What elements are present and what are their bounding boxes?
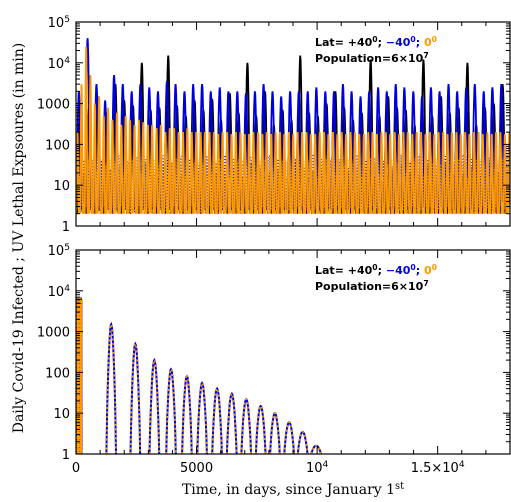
y-tick-label: 1 <box>62 448 70 463</box>
infected-peak-orange <box>310 444 322 454</box>
infected-peak-orange <box>181 375 193 454</box>
infected-peak-orange <box>129 341 141 454</box>
x-axis-title: Time, in days, since January 1st <box>182 481 404 499</box>
plot-frame <box>75 249 511 455</box>
infected-peak-orange <box>240 397 252 454</box>
infected-peak-blue <box>148 357 161 454</box>
x-tick-label: 0 <box>72 461 80 476</box>
infected-peak-orange <box>226 392 238 454</box>
infected-peak-orange <box>148 358 160 454</box>
infected-peak-orange <box>196 381 208 454</box>
y-tick-label: 105 <box>48 15 70 31</box>
infected-peak-orange <box>105 322 117 454</box>
infected-peak-orange <box>269 412 281 454</box>
infected-peak-blue <box>283 421 295 454</box>
x-tick-label: 1.5×104 <box>411 460 465 476</box>
axes-panel-2: 1 10 100 1000 104 105 0 5000 104 1.5×104 <box>37 243 510 476</box>
y-tick-label: 100 <box>45 366 70 381</box>
legend-population: Population=6×107 <box>315 279 429 294</box>
y-tick-label: 105 <box>48 243 70 259</box>
infected-peak-orange <box>211 387 223 454</box>
plot-area <box>76 297 322 454</box>
y-tick-label: 10 <box>53 407 70 422</box>
infected-peak-blue <box>269 411 281 454</box>
y-tick-label: 100 <box>45 138 70 153</box>
legend-lat: Lat= +400; −400; 00 <box>315 263 437 278</box>
axes-panel-1: 1 10 100 1000 104 105 <box>37 15 510 235</box>
infected-peak-orange <box>165 367 177 454</box>
plot-area <box>76 38 510 214</box>
legend-lat: Lat= +400; −400; 00 <box>315 35 437 50</box>
y-tick-label: 10 <box>53 179 70 194</box>
infected-peak-blue <box>310 444 322 454</box>
y-tick-label: 1 <box>62 220 70 235</box>
infected-peak-blue <box>196 381 208 454</box>
infected-peak-orange <box>255 404 267 454</box>
x-tick-label: 104 <box>306 460 329 476</box>
y-axis-title: Daily Covid-19 Infected ; UV Lethal Exps… <box>11 43 27 434</box>
infected-peak-orange <box>297 430 309 454</box>
legend-population: Population=6×107 <box>315 51 429 66</box>
x-tick-label: 5000 <box>180 461 213 476</box>
panel-daily-infected: Lat= +400; −400; 00 Population=6×107 <box>75 249 511 455</box>
infected-peak-orange <box>283 421 295 454</box>
y-tick-label: 104 <box>48 56 71 72</box>
y-tick-label: 1000 <box>37 98 70 113</box>
panel-uv-exposures: Lat= +400; −400; 00 Population=6×107 <box>75 21 511 227</box>
y-tick-label: 1000 <box>37 326 70 341</box>
infected-peak-blue <box>296 430 309 454</box>
y-tick-label: 104 <box>48 284 71 300</box>
